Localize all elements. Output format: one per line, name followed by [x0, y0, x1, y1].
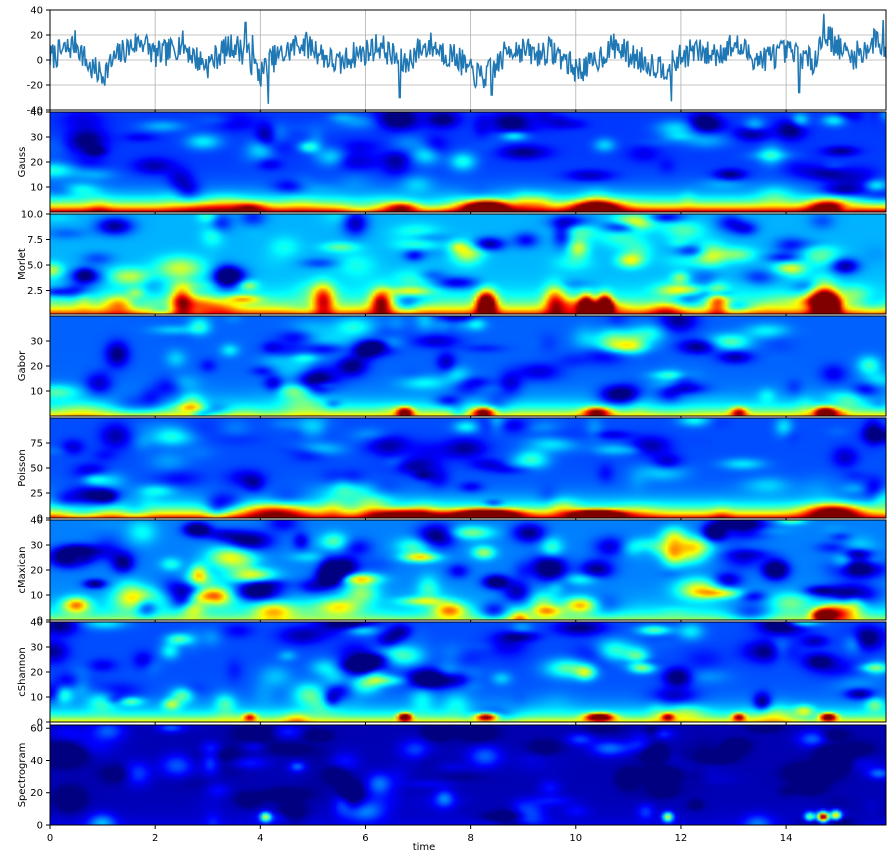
y-tick-label: 10 [30, 183, 43, 194]
x-tick-label: 8 [467, 833, 473, 844]
panel-cmaxican: 40 30 20 10 0 cMaxican [17, 516, 887, 627]
y-axis-label: Poisson [17, 449, 28, 486]
x-tick-label: 6 [362, 833, 368, 844]
y-tick-label: 5.0 [27, 261, 43, 272]
shared-x-axis: 0 2 4 6 8 10 12 14 [47, 833, 793, 844]
panel-spectrogram: 60 40 20 0 Spectrogram [17, 724, 887, 832]
y-tick-label: 0 [37, 718, 43, 729]
y-tick-label: 20 [30, 668, 43, 679]
heatmap-image [50, 214, 886, 314]
y-tick-label: 2.5 [27, 286, 43, 297]
y-tick-label: 20 [30, 31, 43, 42]
y-tick-label: 20 [30, 566, 43, 577]
y-tick-label: 60 [30, 724, 43, 735]
y-tick-label: 10 [30, 693, 43, 704]
y-tick-label: 20 [30, 362, 43, 373]
y-tick-label: 20 [30, 788, 43, 799]
y-tick-label: 75 [30, 439, 43, 450]
panels-layer: 40200-20-4040302010Gauss10.07.55.02.5Mor… [17, 6, 887, 832]
y-tick-label: 50 [30, 464, 43, 475]
y-tick-label: 20 [30, 158, 43, 169]
y-tick-label: 0 [37, 514, 43, 525]
y-tick-label: -20 [27, 81, 43, 92]
y-tick-label: -40 [27, 106, 43, 117]
y-tick-label: 0 [37, 821, 43, 832]
y-axis-label: Gauss [17, 147, 28, 178]
heatmap-image [50, 418, 886, 518]
y-axis-label: cShannon [17, 647, 28, 696]
heatmap-image [50, 725, 886, 825]
y-tick-label: 30 [30, 337, 43, 348]
x-tick-label: 10 [569, 833, 582, 844]
y-axis-label: cMaxican [17, 547, 28, 594]
y-tick-label: 10.0 [21, 210, 43, 221]
y-tick-label: 30 [30, 541, 43, 552]
y-tick-label: 10 [30, 387, 43, 398]
x-tick-label: 14 [780, 833, 793, 844]
y-axis-label: Morlet [17, 248, 28, 280]
x-axis-label: time [413, 842, 436, 853]
axes-frame [49, 213, 887, 315]
x-tick-label: 4 [257, 833, 263, 844]
panel-morlet: 10.0 7.5 5.0 2.5 Morlet [17, 210, 887, 318]
panel-cshannon: 40 30 20 10 0 cShannon [17, 618, 887, 729]
signal-line [49, 13, 887, 104]
y-tick-label: 40 [30, 6, 43, 17]
y-axis-label: Spectrogram [17, 743, 28, 808]
y-tick-label: 40 [30, 618, 43, 629]
axes-frame [49, 724, 887, 826]
heatmap-image [50, 622, 886, 722]
x-tick-label: 2 [152, 833, 158, 844]
y-tick-label: 30 [30, 643, 43, 654]
y-tick-label: 0 [37, 616, 43, 627]
y-axis-label: Gabor [17, 350, 28, 381]
y-tick-label: 25 [30, 489, 43, 500]
panel-poisson: 75 50 25 0 Poisson [17, 417, 887, 525]
y-tick-label: 40 [30, 108, 43, 119]
heatmap-image [50, 112, 886, 212]
y-tick-label: 10 [30, 591, 43, 602]
y-tick-label: 0 [37, 56, 43, 67]
heatmap-image [50, 520, 886, 620]
heatmap-image [50, 316, 886, 416]
y-tick-label: 7.5 [27, 235, 43, 246]
x-tick-label: 0 [47, 833, 53, 844]
y-tick-label: 40 [30, 516, 43, 527]
x-tick-label: 12 [675, 833, 688, 844]
y-tick-label: 30 [30, 133, 43, 144]
panel-signal: 40 20 0 -20 -40 [27, 6, 887, 117]
y-tick-label: 40 [30, 756, 43, 767]
